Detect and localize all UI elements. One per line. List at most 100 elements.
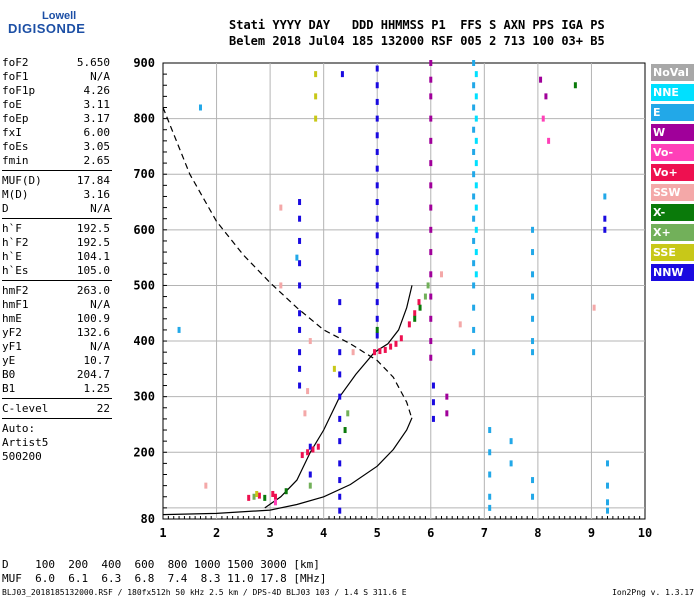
param-value: N/A xyxy=(90,340,110,353)
echo-point-w xyxy=(429,293,433,300)
echo-point-nnw xyxy=(338,371,342,378)
echo-point-vo- xyxy=(257,492,261,499)
echo-point-w xyxy=(429,338,433,345)
echo-point-e xyxy=(472,148,476,155)
echo-point-ssw xyxy=(303,410,307,417)
echo-point-vo- xyxy=(399,335,403,342)
x-tick-label: 4 xyxy=(320,526,327,540)
echo-point-nne xyxy=(474,271,478,278)
param-name: MUF(D) xyxy=(2,174,42,187)
legend-item-x-: X+ xyxy=(651,224,694,241)
echo-point-e xyxy=(472,171,476,178)
echo-point-sse xyxy=(314,93,318,100)
echo-point-nnw xyxy=(298,382,302,389)
echo-point-w xyxy=(429,354,433,361)
echo-point-w xyxy=(429,249,433,256)
param-row: Artist5 xyxy=(2,436,110,450)
echo-point-nnw xyxy=(298,365,302,372)
param-name: h`Es xyxy=(2,264,29,277)
echo-point-nnw xyxy=(431,382,435,389)
param-name: M(D) xyxy=(2,188,29,201)
echo-point-e xyxy=(295,254,299,261)
param-name: h`E xyxy=(2,250,22,263)
param-value: N/A xyxy=(90,298,110,311)
echo-point-nnw xyxy=(298,349,302,356)
echo-point-e xyxy=(606,507,610,514)
legend-item-e: E xyxy=(651,104,694,121)
echo-point-e xyxy=(472,304,476,311)
echo-point-vo- xyxy=(417,299,421,306)
echo-point-ssw xyxy=(204,482,208,489)
echo-point-w xyxy=(429,160,433,167)
echo-point-nnw xyxy=(431,415,435,422)
echo-point-e xyxy=(472,82,476,89)
echo-point-e xyxy=(603,193,607,200)
param-value: 2.65 xyxy=(83,154,111,167)
param-value: 3.17 xyxy=(83,112,111,125)
echo-point-w xyxy=(429,315,433,322)
echo-point-e xyxy=(531,271,535,278)
x-tick-label: 6 xyxy=(427,526,434,540)
param-name: C-level xyxy=(2,402,49,415)
param-row: Auto: xyxy=(2,422,110,436)
echo-point-nnw xyxy=(375,265,379,272)
echo-point-nnw xyxy=(603,215,607,222)
echo-point-nnw xyxy=(375,132,379,139)
param-value: 22 xyxy=(96,402,110,415)
echo-point-nnw xyxy=(298,282,302,289)
echo-point-w xyxy=(429,204,433,211)
param-row: yE 10.7 xyxy=(2,354,110,368)
x-tick-label: 2 xyxy=(213,526,220,540)
param-name: 500200 xyxy=(2,450,42,463)
x-tick-label: 1 xyxy=(159,526,166,540)
param-row: foEs 3.05 xyxy=(2,140,110,154)
echo-point-w xyxy=(429,226,433,233)
digisonde-logo: Lowell DIGISONDE xyxy=(8,10,128,44)
echo-point-ssw xyxy=(279,204,283,211)
echo-point-nnw xyxy=(375,315,379,322)
echo-point-vo- xyxy=(389,343,393,350)
echo-point-x- xyxy=(263,494,267,501)
echo-point-nne xyxy=(474,71,478,78)
echo-point-nnw xyxy=(375,65,379,72)
logo-main-text: DIGISONDE xyxy=(8,21,86,36)
param-row: foF1 N/A xyxy=(2,70,110,84)
param-separator xyxy=(2,418,112,419)
echo-point-nnw xyxy=(298,215,302,222)
param-row: hmF2 263.0 xyxy=(2,284,110,298)
plot-frame xyxy=(162,62,646,520)
echo-point-ssw xyxy=(306,388,310,395)
param-row: yF1 N/A xyxy=(2,340,110,354)
file-info-footer: BLJ03_2018185132000.RSF / 180fx512h 50 k… xyxy=(2,588,407,597)
echo-point-nne xyxy=(474,204,478,211)
echo-point-nnw xyxy=(338,438,342,445)
echo-point-w xyxy=(429,115,433,122)
echo-point-e xyxy=(531,293,535,300)
virtual-height-model-curve xyxy=(162,107,413,420)
echo-point-vo- xyxy=(271,490,275,497)
echo-point-nnw xyxy=(338,507,342,514)
echo-point-vo- xyxy=(247,494,251,501)
echo-point-w xyxy=(445,410,449,417)
echo-point-nnw xyxy=(375,199,379,206)
echo-point-vo- xyxy=(311,446,315,453)
param-name: Artist5 xyxy=(2,436,49,449)
echo-point-vo- xyxy=(541,115,545,122)
echo-point-nnw xyxy=(338,326,342,333)
echo-point-ssw xyxy=(351,349,355,356)
echo-point-e xyxy=(472,282,476,289)
y-tick-label: 400 xyxy=(133,334,155,348)
station-header: Stati YYYY DAY DDD HHMMSS P1 FFS S AXN P… xyxy=(229,17,605,49)
echo-point-nnw xyxy=(340,71,344,78)
param-value: 204.7 xyxy=(76,368,110,381)
echo-point-x- xyxy=(423,293,427,300)
param-value: 132.6 xyxy=(76,326,110,339)
param-row: foEp 3.17 xyxy=(2,112,110,126)
param-name: fxI xyxy=(2,126,22,139)
param-value: 10.7 xyxy=(83,354,111,367)
echo-point-vo- xyxy=(306,449,310,456)
param-name: foEp xyxy=(2,112,29,125)
x-tick-label: 10 xyxy=(638,526,652,540)
param-row: 500200 xyxy=(2,450,110,464)
echo-point-e xyxy=(531,338,535,345)
